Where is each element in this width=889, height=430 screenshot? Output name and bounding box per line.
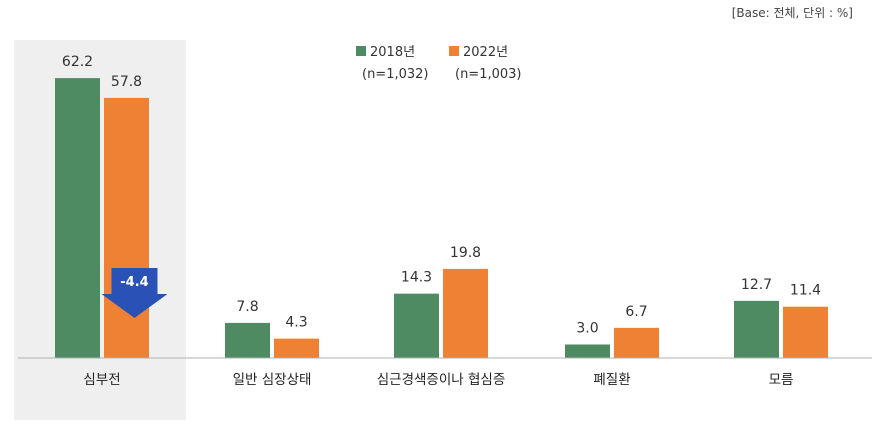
- legend-swatch-2018: [356, 46, 366, 56]
- bars-group: [55, 78, 828, 359]
- bar-2022-3: [614, 327, 659, 358]
- bar-2022-4: [783, 306, 828, 358]
- bar-2018-0: [55, 78, 100, 358]
- legend-swatch-2022: [449, 46, 459, 56]
- bar-2022-2: [443, 268, 488, 358]
- down-arrow-icon: [101, 268, 168, 318]
- legend-label-2022: 2022년: [463, 45, 508, 60]
- bar-2018-3: [565, 344, 610, 358]
- legend-sub-2018: (n=1,032): [362, 67, 429, 82]
- category-label-1: 일반 심장상태: [233, 372, 312, 388]
- category-labels-group: 심부전 일반 심장상태 심근경색증이나 협심증 폐질환 모름: [83, 372, 793, 388]
- category-label-2: 심근경색증이나 협심증: [377, 372, 506, 388]
- delta-value: -4.4: [120, 275, 148, 290]
- category-label-3: 폐질환: [593, 372, 630, 388]
- bar-2018-1: [225, 322, 270, 358]
- value-label-2022-4: 11.4: [790, 283, 821, 299]
- legend-sub-2022: (n=1,003): [455, 67, 522, 82]
- value-label-2018-0: 62.2: [62, 54, 93, 70]
- legend-label-2018: 2018년: [370, 45, 415, 60]
- category-label-4: 모름: [769, 372, 794, 388]
- base-note: [Base: 전체, 단위 : %]: [732, 6, 853, 20]
- value-label-2022-2: 19.8: [450, 245, 481, 261]
- value-label-2022-0: 57.8: [111, 74, 142, 90]
- bar-2022-1: [274, 338, 319, 358]
- value-labels-group: 62.2 7.8 14.3 3.0 12.7 57.8 4.3 19.8 6.7 11.4: [62, 54, 821, 336]
- legend: 2018년 (n=1,032) 2022년 (n=1,003): [356, 45, 522, 82]
- value-label-2022-1: 4.3: [285, 315, 307, 331]
- bar-2022-0: [104, 97, 149, 359]
- category-label-0: 심부전: [83, 372, 120, 388]
- value-label-2022-3: 6.7: [625, 304, 647, 320]
- delta-callout: -4.4: [101, 268, 168, 318]
- value-label-2018-4: 12.7: [741, 277, 772, 293]
- value-label-2018-1: 7.8: [236, 299, 258, 315]
- value-label-2018-3: 3.0: [576, 321, 598, 337]
- bar-2018-4: [734, 300, 779, 358]
- value-label-2018-2: 14.3: [401, 270, 432, 286]
- bar-2018-2: [394, 293, 439, 358]
